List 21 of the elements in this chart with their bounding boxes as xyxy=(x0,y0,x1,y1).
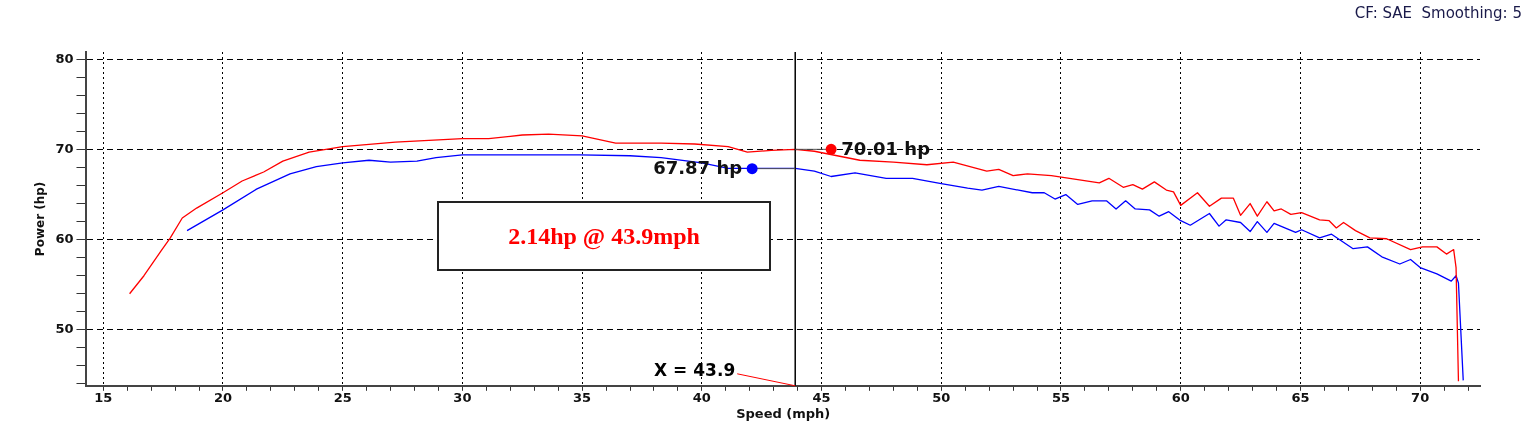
y-axis-title: Power (hp) xyxy=(33,181,48,257)
y-tick-label: 60 xyxy=(55,231,74,247)
x-tick-label: 20 xyxy=(213,389,233,405)
callout-box: 2.14hp @ 43.9mph xyxy=(437,201,771,271)
text: CF: SAE Smoothing: 5 xyxy=(1354,4,1522,22)
x-axis-title: Speed (mph) xyxy=(736,405,831,421)
y-tick-label: 80 xyxy=(55,50,74,66)
x-tick-label: 60 xyxy=(1171,389,1190,405)
x-tick-label: 45 xyxy=(812,389,831,405)
x-tick-label: 40 xyxy=(692,389,711,405)
y-tick-label: 70 xyxy=(55,140,74,156)
x-tick-label: 50 xyxy=(932,389,951,405)
y-tick-label: 50 xyxy=(55,321,74,337)
x-tick-label: 15 xyxy=(94,389,113,405)
ref-line-label: X = 43.9 xyxy=(654,360,736,381)
x-tick-label: 55 xyxy=(1051,389,1071,405)
x-tick-label: 25 xyxy=(333,389,352,405)
x-tick-label: 65 xyxy=(1291,389,1310,405)
x-tick-label: 70 xyxy=(1411,389,1430,405)
x-tick-label: 35 xyxy=(573,389,592,405)
x-tick-label: 30 xyxy=(453,389,472,405)
